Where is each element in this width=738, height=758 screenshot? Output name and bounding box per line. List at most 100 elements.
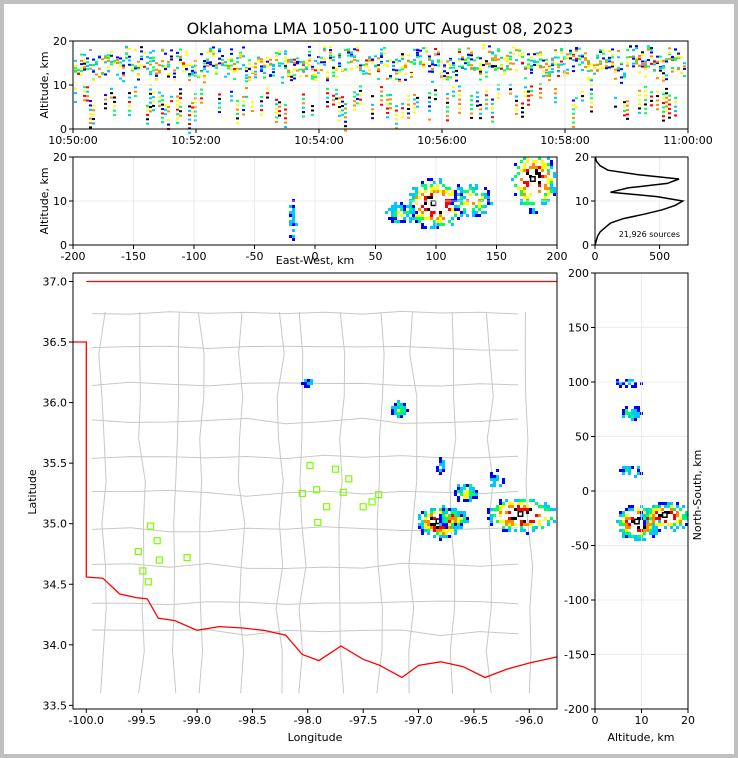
plan-view-cell — [427, 532, 430, 535]
plan-view-cell — [400, 406, 403, 409]
plan-view-cell — [463, 487, 466, 490]
time-height-cell — [554, 56, 557, 59]
ew-altitude-cell — [451, 202, 454, 205]
time-height-cell — [230, 59, 233, 62]
ns-altitude-cell — [664, 520, 667, 523]
ew-altitude-cell — [463, 190, 466, 193]
time-height-cell — [323, 61, 326, 64]
time-height-cell — [389, 98, 392, 101]
ew-altitude-cell — [439, 199, 442, 202]
plan-view-cell — [406, 409, 409, 412]
time-height-cell — [125, 56, 128, 59]
time-height-cell — [554, 62, 557, 65]
plan-view-cell — [433, 526, 436, 529]
time-height-cell — [440, 60, 443, 63]
ew-altitude-cell — [472, 187, 475, 190]
ew-altitude-cell — [541, 166, 544, 169]
time-height-cell — [326, 78, 329, 81]
time-height-cell — [566, 56, 569, 59]
ns-altitude-cell — [673, 529, 676, 532]
time-height-cell — [260, 58, 263, 61]
plan-view-cell — [445, 526, 448, 529]
time-height-cell — [548, 79, 551, 82]
ew-altitude-cell — [421, 217, 424, 220]
ew-altitude-cell — [520, 202, 523, 205]
ew-altitude-cell — [418, 214, 421, 217]
plan-view-cell — [442, 523, 445, 526]
ew-altitude-cell — [442, 217, 445, 220]
time-height-cell — [263, 76, 266, 79]
county-line — [91, 345, 519, 351]
time-height-cell — [149, 51, 152, 54]
time-height-cell — [350, 68, 353, 71]
time-height-cell — [224, 61, 227, 64]
plan-view-cell — [424, 529, 427, 532]
time-height-cell — [656, 62, 659, 65]
time-height-cell — [635, 45, 638, 48]
time-height-cell — [341, 100, 344, 103]
ns-altitude-cell — [619, 514, 622, 517]
ew-altitude-cell — [289, 214, 292, 217]
time-height-cell — [371, 95, 374, 98]
plan-view-cell — [517, 502, 520, 505]
ns-altitude-cell — [673, 514, 676, 517]
time-height-cell — [521, 102, 524, 105]
time-height-cell — [236, 99, 239, 102]
ew-altitude-cell — [463, 202, 466, 205]
time-height-cell — [278, 51, 281, 54]
ew-altitude-cell — [436, 226, 439, 229]
time-height-cell — [326, 105, 329, 108]
ew-altitude-cell — [409, 211, 412, 214]
ew-altitude-cell — [460, 190, 463, 193]
time-height-cell — [344, 111, 347, 114]
time-height-cell — [383, 52, 386, 55]
time-height-cell — [338, 114, 341, 117]
time-height-cell — [665, 60, 668, 63]
plan-view-cell — [304, 382, 307, 385]
plan-view-cell — [463, 511, 466, 514]
time-height-cell — [572, 59, 575, 62]
time-height-cell — [230, 64, 233, 67]
time-height-cell — [575, 101, 578, 104]
ew-altitude-cell — [424, 217, 427, 220]
time-height-cell — [581, 99, 584, 102]
time-height-cell — [578, 63, 581, 66]
time-height-cell — [581, 95, 584, 98]
time-height-cell — [479, 108, 482, 111]
time-height-cell — [188, 105, 191, 108]
ew-altitude-cell — [526, 160, 529, 163]
plan-view-cell — [538, 514, 541, 517]
plan-view-cell — [445, 508, 448, 511]
time-height-cell — [200, 97, 203, 100]
plan-view-cell — [457, 526, 460, 529]
time-height-cell — [338, 110, 341, 113]
time-height-cell — [89, 126, 92, 129]
ew-altitude-cell — [457, 193, 460, 196]
ns-altitude-cell — [655, 508, 658, 511]
time-height-cell — [275, 51, 278, 54]
plan-view-cell — [547, 508, 550, 511]
time-height-cell — [323, 48, 326, 51]
time-height-cell — [185, 64, 188, 67]
time-height-cell — [176, 108, 179, 111]
ew-altitude-cell — [418, 220, 421, 223]
time-height-cell — [674, 58, 677, 61]
plan-view-cell — [472, 496, 475, 499]
time-height-cell — [365, 59, 368, 62]
ew-altitude-cell — [292, 217, 295, 220]
time-height-cell — [545, 58, 548, 61]
ns-altitude-cell — [646, 517, 649, 520]
ns-altitude-cell — [685, 511, 688, 514]
time-height-cell — [245, 91, 248, 94]
time-height-cell — [446, 114, 449, 117]
time-height-cell — [452, 90, 455, 93]
time-height-cell — [416, 105, 419, 108]
county-line — [171, 311, 180, 694]
ew-altitude-cell — [532, 163, 535, 166]
ew-altitude-cell — [538, 184, 541, 187]
plan-view-cell — [460, 490, 463, 493]
time-height-cell — [167, 114, 170, 117]
altitude-histogram-ytick-label: 10 — [575, 195, 589, 208]
plan-view-cell — [442, 511, 445, 514]
time-height-cell — [470, 94, 473, 97]
